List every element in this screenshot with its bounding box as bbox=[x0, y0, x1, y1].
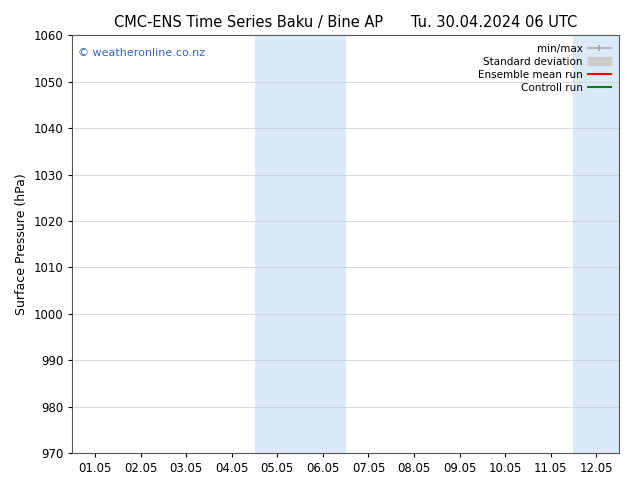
Title: CMC-ENS Time Series Baku / Bine AP      Tu. 30.04.2024 06 UTC: CMC-ENS Time Series Baku / Bine AP Tu. 3… bbox=[114, 15, 578, 30]
Bar bbox=[573, 35, 619, 453]
Bar bbox=[255, 35, 346, 453]
Text: © weatheronline.co.nz: © weatheronline.co.nz bbox=[78, 48, 205, 58]
Y-axis label: Surface Pressure (hPa): Surface Pressure (hPa) bbox=[15, 173, 28, 315]
Legend: min/max, Standard deviation, Ensemble mean run, Controll run: min/max, Standard deviation, Ensemble me… bbox=[475, 41, 614, 96]
